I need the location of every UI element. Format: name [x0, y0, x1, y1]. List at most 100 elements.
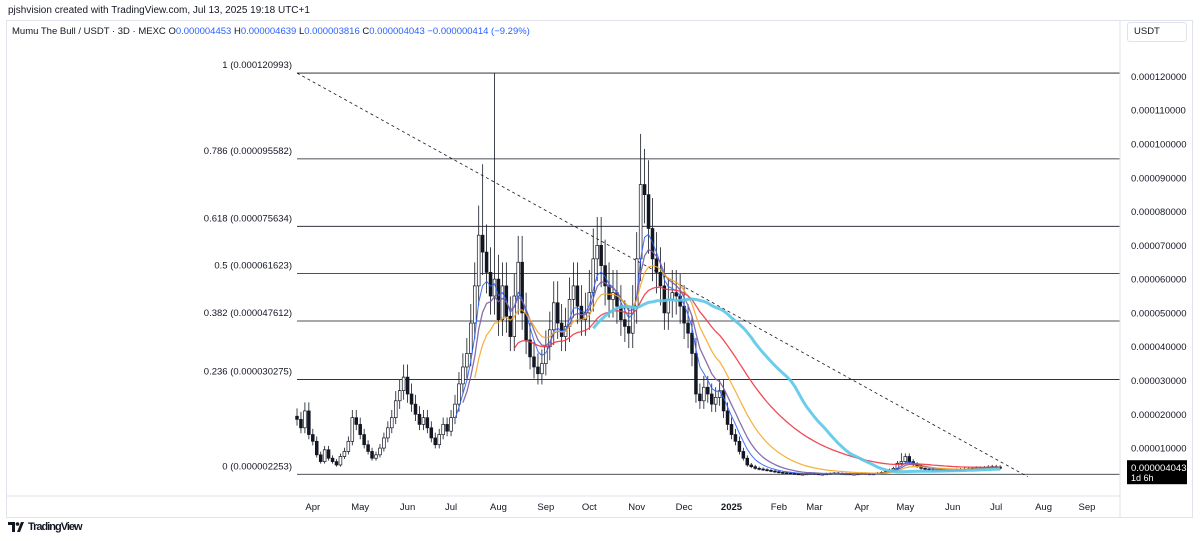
candle-body[interactable]: [623, 319, 627, 327]
candle-body[interactable]: [796, 473, 801, 476]
candle-body[interactable]: [378, 447, 382, 456]
candle-body[interactable]: [773, 470, 777, 473]
candle-body[interactable]: [401, 376, 406, 391]
candle-body[interactable]: [923, 467, 927, 470]
candle-body[interactable]: [480, 234, 485, 253]
candle-body[interactable]: [469, 322, 473, 354]
candle-body[interactable]: [706, 386, 710, 395]
candle-body[interactable]: [326, 449, 331, 459]
candle-body[interactable]: [769, 470, 773, 472]
candle-body[interactable]: [413, 403, 418, 415]
candle-body[interactable]: [599, 244, 603, 266]
candle-body[interactable]: [315, 440, 319, 456]
candle-body[interactable]: [330, 457, 335, 462]
currency-button[interactable]: USDT: [1127, 22, 1187, 42]
candle-body[interactable]: [318, 454, 323, 462]
candle-body[interactable]: [686, 322, 690, 334]
candle-body[interactable]: [358, 424, 362, 435]
candle-body[interactable]: [749, 464, 753, 468]
candle-body[interactable]: [354, 417, 359, 425]
candle-body[interactable]: [536, 366, 540, 375]
candle-body[interactable]: [461, 366, 465, 385]
trend-line[interactable]: [296, 72, 1028, 478]
candle-body[interactable]: [757, 467, 761, 470]
ma-orange-line[interactable]: [474, 265, 1001, 474]
candle-body[interactable]: [800, 473, 805, 476]
candle-body[interactable]: [386, 427, 390, 439]
candle-body[interactable]: [390, 417, 394, 429]
candle-body[interactable]: [587, 292, 592, 314]
candle-body[interactable]: [350, 417, 355, 442]
candle-body[interactable]: [484, 251, 489, 273]
candle-body[interactable]: [741, 451, 746, 459]
candle-body[interactable]: [583, 312, 588, 321]
candle-body[interactable]: [338, 456, 343, 466]
candle-body[interactable]: [674, 292, 678, 297]
candle-body[interactable]: [694, 353, 698, 395]
candle-body[interactable]: [713, 397, 718, 405]
candle-body[interactable]: [903, 456, 908, 462]
candle-body[interactable]: [394, 400, 398, 419]
candle-body[interactable]: [611, 292, 615, 300]
candle-body[interactable]: [342, 451, 347, 457]
candle-body[interactable]: [654, 258, 659, 273]
candle-body[interactable]: [785, 472, 789, 475]
candle-body[interactable]: [397, 390, 402, 402]
candle-body[interactable]: [476, 234, 481, 287]
candle-body[interactable]: [579, 305, 584, 321]
symbol-label[interactable]: Mumu The Bull / USDT · 3D · MEXC: [12, 26, 166, 37]
candle-body[interactable]: [555, 302, 560, 324]
candle-body[interactable]: [777, 471, 781, 474]
candle-body[interactable]: [571, 285, 576, 300]
candle-body[interactable]: [658, 272, 663, 287]
ma-red-line[interactable]: [513, 286, 1001, 469]
candle-body[interactable]: [417, 413, 422, 425]
candle-body[interactable]: [500, 285, 505, 321]
candle-body[interactable]: [725, 410, 730, 425]
candle-body[interactable]: [322, 449, 327, 462]
candle-body[interactable]: [544, 346, 548, 364]
candle-body[interactable]: [299, 419, 303, 429]
candle-body[interactable]: [465, 353, 469, 368]
candle-body[interactable]: [607, 285, 611, 300]
candle-body[interactable]: [781, 472, 785, 474]
candle-body[interactable]: [595, 244, 599, 260]
candle-body[interactable]: [520, 261, 524, 314]
candle-body[interactable]: [366, 444, 370, 452]
candle-body[interactable]: [638, 184, 643, 260]
candle-body[interactable]: [765, 469, 769, 472]
candle-body[interactable]: [540, 363, 544, 375]
candle-body[interactable]: [409, 393, 414, 405]
candle-body[interactable]: [702, 386, 706, 402]
candle-body[interactable]: [792, 473, 797, 475]
candle-body[interactable]: [374, 454, 378, 459]
candle-body[interactable]: [899, 461, 904, 464]
candle-body[interactable]: [627, 326, 631, 334]
candle-body[interactable]: [690, 332, 694, 354]
candle-body[interactable]: [528, 339, 532, 358]
candle-body[interactable]: [603, 265, 607, 287]
candle-body[interactable]: [709, 393, 714, 405]
candle-body[interactable]: [508, 315, 513, 337]
candle-body[interactable]: [733, 434, 738, 442]
candle-body[interactable]: [437, 434, 441, 446]
candle-body[interactable]: [473, 285, 477, 324]
candle-body[interactable]: [646, 194, 651, 229]
candle-body[interactable]: [449, 417, 453, 432]
candle-body[interactable]: [295, 415, 299, 420]
candle-body[interactable]: [698, 393, 702, 402]
candle-body[interactable]: [307, 410, 311, 435]
candle-body[interactable]: [496, 278, 501, 321]
candle-body[interactable]: [516, 261, 520, 297]
candle-body[interactable]: [761, 468, 765, 471]
candle-body[interactable]: [334, 461, 339, 466]
ma-cyan-line[interactable]: [592, 297, 1001, 474]
ma-blue-line[interactable]: [454, 233, 1001, 475]
candle-body[interactable]: [303, 410, 307, 429]
candle-body[interactable]: [429, 427, 434, 439]
candle-body[interactable]: [441, 424, 445, 435]
candle-body[interactable]: [433, 437, 438, 446]
candle-body[interactable]: [421, 417, 426, 425]
candle-body[interactable]: [457, 383, 461, 405]
